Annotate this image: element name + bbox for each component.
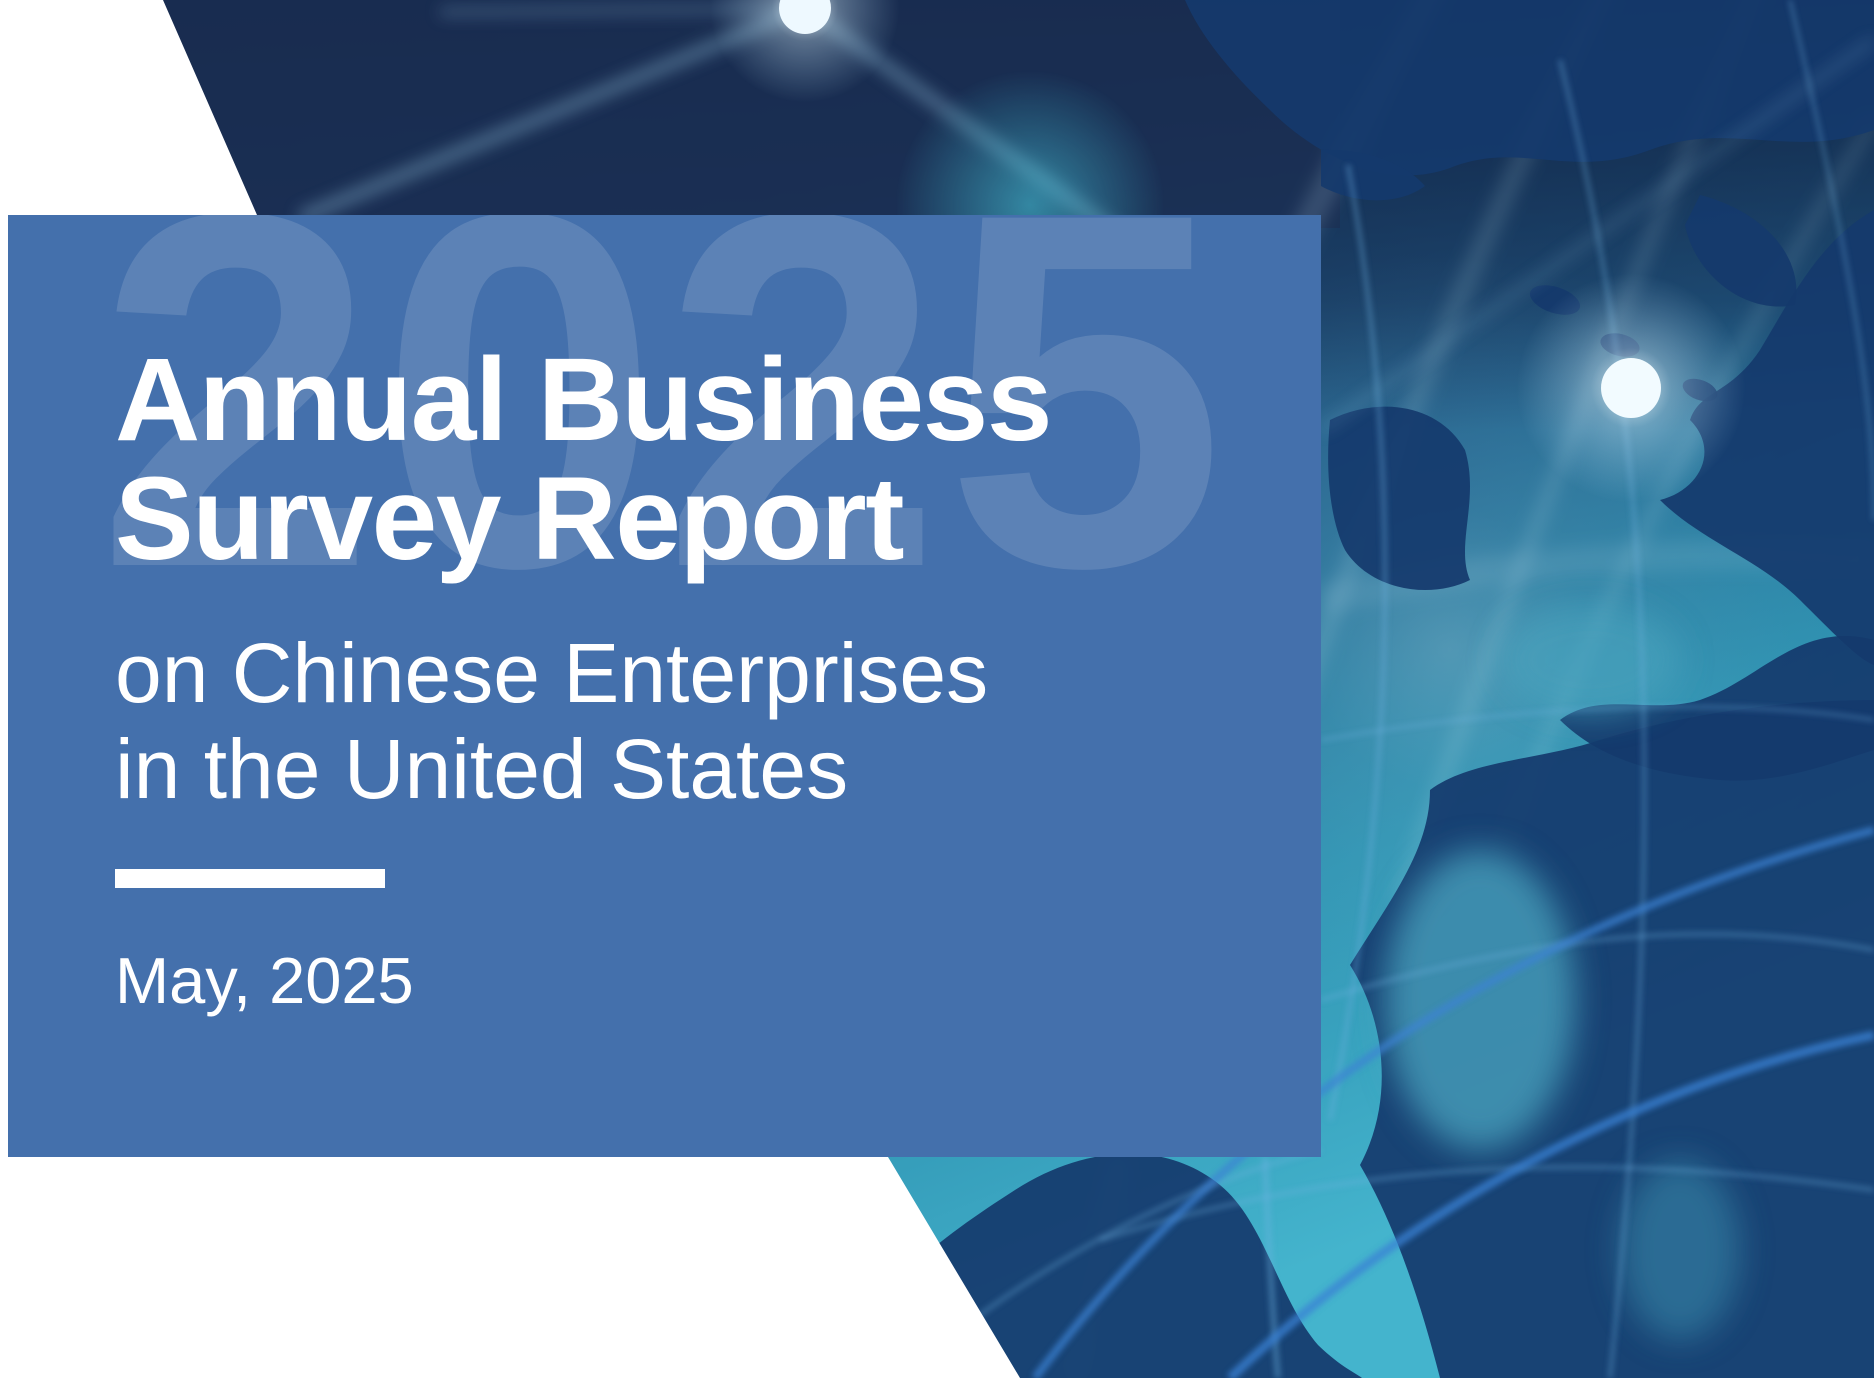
title-panel: 2025 Annual Business Survey Report on Ch…	[8, 215, 1321, 1157]
report-subtitle-line1: on Chinese Enterprises	[115, 626, 989, 720]
publication-date: May, 2025	[115, 944, 414, 1017]
year-watermark: 2025	[96, 215, 1228, 673]
report-title-line2: Survey Report	[115, 453, 905, 585]
report-subtitle: on Chinese Enterprises in the United Sta…	[115, 625, 1051, 817]
report-title: Annual Business Survey Report	[115, 341, 1052, 579]
report-title-line1: Annual Business	[115, 334, 1052, 466]
report-subtitle-line2: in the United States	[115, 722, 849, 816]
divider-bar	[115, 869, 385, 888]
cover-text-block: Annual Business Survey Report on Chinese…	[115, 341, 1052, 1017]
